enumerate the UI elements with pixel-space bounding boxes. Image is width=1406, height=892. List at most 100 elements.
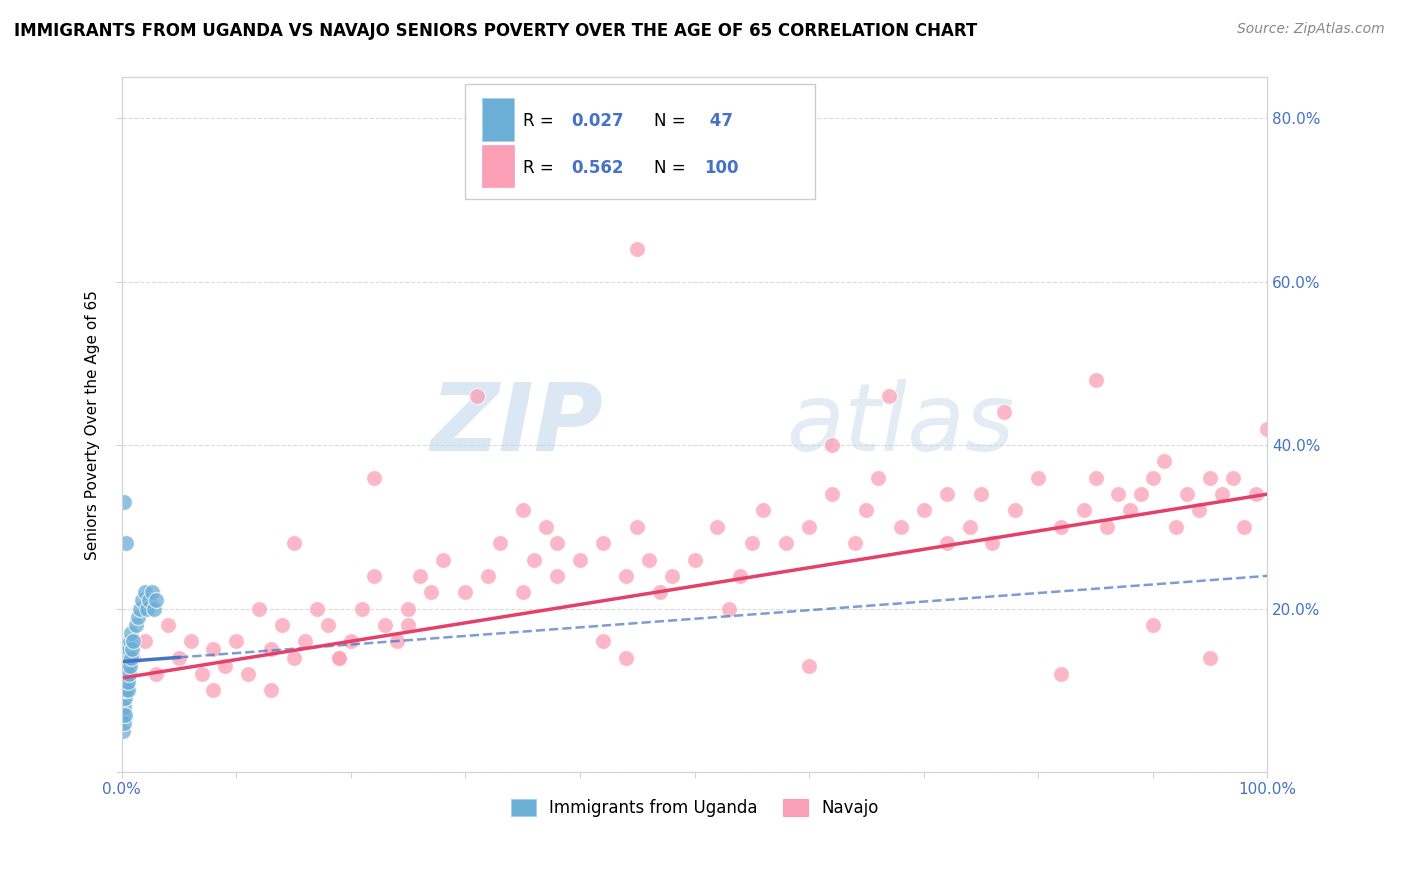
Point [112,715,135,730]
Point [111,707,134,722]
Point [114,691,136,706]
Point [122,634,145,648]
Text: R =: R = [523,159,558,177]
Point [1050,667,1073,681]
Point [935,536,957,550]
Point [115,675,138,690]
Point [1142,471,1164,485]
Point [626,520,648,534]
Point [614,650,637,665]
Point [118,634,141,648]
Point [118,658,141,673]
Text: 100: 100 [704,159,738,177]
Point [142,601,165,615]
Point [592,536,614,550]
Point [432,552,454,566]
Point [374,618,396,632]
Point [114,707,136,722]
Point [127,609,149,624]
Point [305,601,328,615]
Point [114,650,136,665]
Point [167,650,190,665]
Point [112,658,135,673]
Point [730,569,752,583]
Point [981,536,1004,550]
Point [614,569,637,583]
Point [340,634,363,648]
Point [117,650,139,665]
Point [236,667,259,681]
Point [650,585,672,599]
Point [1244,487,1267,501]
Text: 47: 47 [704,112,733,130]
Point [1050,520,1073,534]
FancyBboxPatch shape [465,85,815,199]
Point [114,667,136,681]
Point [260,642,283,657]
Point [1130,487,1153,501]
Point [385,634,408,648]
Point [114,642,136,657]
Point [1153,454,1175,468]
Point [115,658,138,673]
Text: 0.562: 0.562 [571,159,623,177]
Point [120,650,142,665]
Point [111,658,134,673]
Point [396,601,419,615]
Point [111,667,134,681]
Point [115,683,138,698]
Point [569,552,592,566]
Point [271,618,294,632]
Point [512,585,534,599]
Point [912,503,935,517]
Point [534,520,557,534]
Point [1142,618,1164,632]
Point [959,520,981,534]
Point [328,650,350,665]
Text: atlas: atlas [786,379,1015,470]
Point [512,503,534,517]
Point [1004,503,1026,517]
Point [523,552,546,566]
Point [283,536,305,550]
Point [1187,503,1209,517]
Point [114,683,136,698]
Point [1256,422,1278,436]
Point [111,675,134,690]
Point [465,389,488,403]
Point [363,569,385,583]
Point [797,658,820,673]
Legend: Immigrants from Uganda, Navajo: Immigrants from Uganda, Navajo [505,793,884,824]
Point [420,585,443,599]
Text: R =: R = [523,112,558,130]
Point [1211,487,1233,501]
Point [115,536,138,550]
Point [661,569,683,583]
Point [122,650,145,665]
Point [115,650,138,665]
Point [408,569,430,583]
Point [1222,471,1244,485]
Text: ZIP: ZIP [430,379,603,471]
Point [316,618,339,632]
Point [1175,487,1198,501]
Point [124,618,146,632]
Point [111,691,134,706]
Point [112,495,135,509]
Point [117,658,139,673]
Point [111,724,134,739]
Point [115,667,138,681]
Point [225,634,247,648]
Point [141,585,163,599]
Point [117,675,139,690]
Point [935,487,957,501]
Point [752,503,775,517]
Point [970,487,993,501]
Point [294,634,316,648]
Point [118,667,141,681]
Text: 0.027: 0.027 [571,112,623,130]
Point [890,520,912,534]
Point [1107,487,1129,501]
Point [706,520,728,534]
Point [1199,471,1222,485]
